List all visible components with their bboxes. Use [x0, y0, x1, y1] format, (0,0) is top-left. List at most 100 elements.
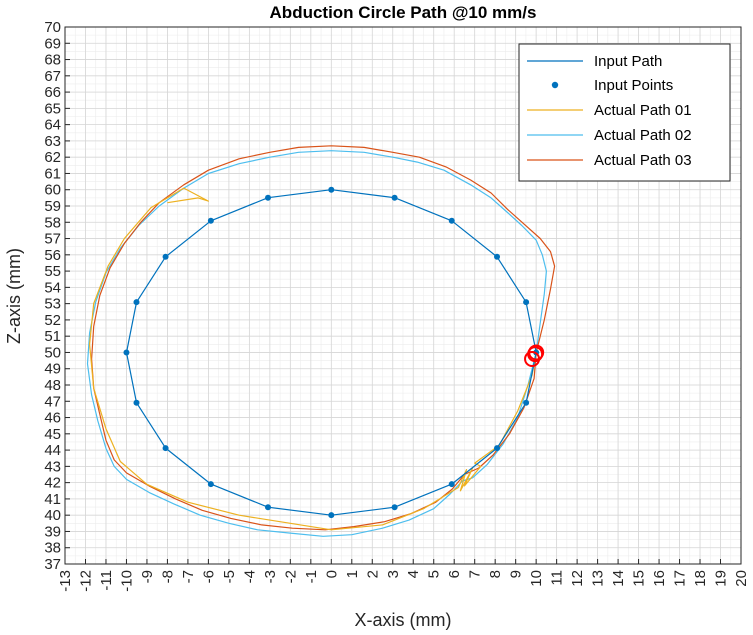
y-tick-label: 69: [44, 35, 61, 52]
input-point: [523, 299, 530, 306]
y-tick-label: 67: [44, 68, 61, 85]
y-tick-label: 55: [44, 263, 61, 280]
y-tick-label: 40: [44, 507, 61, 524]
endpoint-marker: [524, 350, 541, 367]
y-tick-label: 70: [44, 19, 61, 36]
input-point: [133, 299, 140, 306]
x-tick-label: 1: [344, 570, 361, 578]
x-tick-label: -9: [139, 570, 156, 583]
input-point: [133, 399, 140, 406]
input-point: [328, 186, 335, 193]
y-tick-label: 48: [44, 377, 61, 394]
y-tick-label: 58: [44, 214, 61, 231]
x-tick-label: 20: [733, 570, 750, 587]
y-tick-label: 38: [44, 540, 61, 557]
y-tick-labels: 3738394041424344454647484950515253545556…: [44, 19, 70, 573]
plot-frame: [64, 26, 742, 565]
y-tick-label: 47: [44, 393, 61, 410]
legend-label-input-path: Input Path: [594, 53, 662, 70]
x-tick-label: 9: [508, 570, 525, 578]
x-tick-label: 13: [590, 570, 607, 587]
x-tick-label: 4: [405, 570, 422, 578]
y-tick-label: 50: [44, 344, 61, 361]
y-tick-label: 57: [44, 231, 61, 248]
x-tick-label: -2: [282, 570, 299, 583]
x-tick-label: -8: [159, 570, 176, 583]
y-tick-label: 51: [44, 328, 61, 345]
x-tick-label: 3: [385, 570, 402, 578]
legend: Input Path Input Points Actual Path 01 A…: [518, 43, 731, 182]
x-tick-label: 12: [569, 570, 586, 587]
x-tick-label: 6: [446, 570, 463, 578]
x-tick-label: -10: [118, 570, 135, 592]
y-tick-label: 54: [44, 279, 61, 296]
y-tick-label: 61: [44, 165, 61, 182]
legend-box: [518, 43, 731, 182]
input-point: [391, 504, 398, 511]
x-tick-label: -1: [303, 570, 320, 583]
x-tick-label: 5: [426, 570, 443, 578]
legend-label-actual-path-03: Actual Path 03: [594, 152, 692, 169]
x-tick-label: 0: [323, 570, 340, 578]
legend-label-input-points: Input Points: [594, 77, 673, 94]
x-tick-label: -11: [98, 570, 115, 591]
input-point: [265, 194, 272, 201]
x-tick-label: 2: [364, 570, 381, 578]
chart-title: Abduction Circle Path @10 mm/s: [270, 3, 537, 22]
x-tick-label: -6: [200, 570, 217, 583]
series-layer: [86, 145, 556, 537]
y-tick-label: 66: [44, 84, 61, 101]
input-point: [265, 504, 272, 511]
input-point: [328, 512, 335, 519]
input-point: [448, 481, 455, 488]
x-tick-label: -3: [262, 570, 279, 583]
y-axis-label: Z-axis (mm): [4, 248, 24, 344]
x-tick-label: 17: [672, 570, 689, 587]
y-tick-label: 37: [44, 556, 61, 573]
legend-label-actual-path-01: Actual Path 01: [594, 102, 692, 119]
y-tick-label: 64: [44, 117, 61, 134]
y-tick-label: 68: [44, 52, 61, 69]
y-tick-label: 59: [44, 198, 61, 215]
x-tick-label: 19: [713, 570, 730, 587]
x-tick-label: -5: [221, 570, 238, 583]
y-tick-label: 62: [44, 149, 61, 166]
series-line-actual-path-02: [86, 150, 548, 537]
y-tick-label: 63: [44, 133, 61, 150]
series-line-actual-path-01: [88, 187, 537, 531]
input-point: [162, 253, 169, 260]
y-tick-label: 44: [44, 442, 61, 459]
y-tick-label: 46: [44, 410, 61, 427]
y-tick-label: 41: [44, 491, 61, 508]
y-tick-label: 65: [44, 100, 61, 117]
input-point: [494, 445, 501, 452]
x-tick-label: 16: [651, 570, 668, 587]
legend-label-actual-path-02: Actual Path 02: [594, 127, 692, 144]
legend-swatch-input-points: [551, 81, 559, 89]
x-tick-label: 18: [692, 570, 709, 587]
x-tick-label: 10: [528, 570, 545, 587]
x-tick-label: 7: [467, 570, 484, 578]
input-point: [123, 349, 130, 356]
y-tick-label: 39: [44, 523, 61, 540]
x-tick-label: -12: [77, 570, 94, 592]
input-point: [207, 217, 214, 224]
x-tick-label: -13: [57, 570, 74, 592]
y-tick-label: 49: [44, 361, 61, 378]
x-tick-labels: -13 -12 -11 -10 -9 -8 -7 -6 -5 -4 -3 -2 -1 0 1 2 3 4 5 6 7 8 9…: [57, 559, 750, 592]
x-axis-label: X-axis (mm): [355, 610, 452, 630]
x-tick-label: -7: [180, 570, 197, 583]
input-point: [391, 194, 398, 201]
x-tick-label: 8: [487, 570, 504, 578]
y-tick-label: 42: [44, 475, 61, 492]
y-tick-label: 45: [44, 426, 61, 443]
x-tick-label: 15: [631, 570, 648, 587]
x-tick-label: 11: [549, 570, 566, 586]
input-point: [207, 481, 214, 488]
x-tick-label: -4: [241, 570, 258, 583]
x-tick-label: 14: [610, 570, 627, 587]
y-tick-label: 52: [44, 312, 61, 329]
input-point: [162, 445, 169, 452]
input-point: [448, 217, 455, 224]
